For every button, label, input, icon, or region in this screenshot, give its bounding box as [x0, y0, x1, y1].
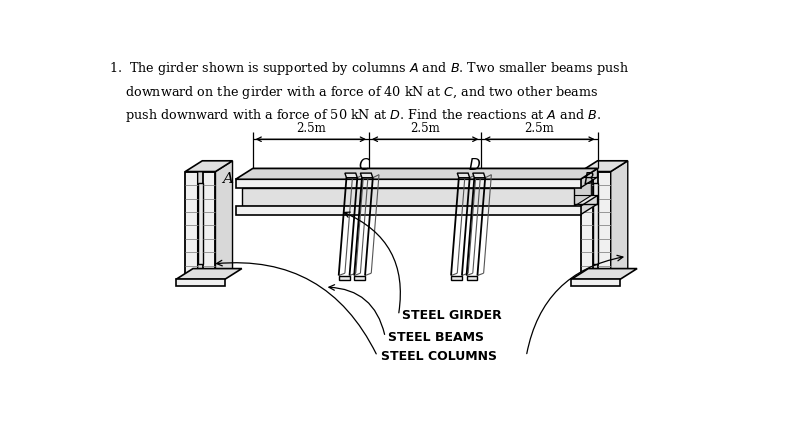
Polygon shape	[236, 179, 581, 188]
Polygon shape	[198, 183, 203, 264]
Polygon shape	[581, 172, 593, 280]
Polygon shape	[581, 161, 628, 172]
Text: 1.  The girder shown is supported by columns $A$ and $B$. Two smaller beams push: 1. The girder shown is supported by colu…	[110, 60, 629, 124]
Polygon shape	[473, 173, 485, 178]
Polygon shape	[236, 206, 581, 215]
Text: $B$: $B$	[583, 171, 594, 187]
Polygon shape	[253, 195, 598, 204]
Text: STEEL COLUMNS: STEEL COLUMNS	[381, 350, 497, 363]
Polygon shape	[354, 276, 365, 280]
Polygon shape	[338, 276, 350, 280]
Polygon shape	[236, 168, 598, 179]
Polygon shape	[361, 173, 373, 178]
Polygon shape	[610, 161, 628, 280]
Text: STEEL GIRDER: STEEL GIRDER	[402, 309, 502, 322]
Polygon shape	[458, 173, 470, 178]
Polygon shape	[186, 161, 233, 172]
Polygon shape	[186, 172, 198, 280]
Polygon shape	[242, 188, 574, 206]
Polygon shape	[345, 173, 358, 178]
Polygon shape	[581, 168, 598, 188]
Polygon shape	[593, 183, 598, 264]
Polygon shape	[176, 280, 225, 285]
Polygon shape	[574, 177, 591, 206]
Polygon shape	[176, 269, 242, 280]
Polygon shape	[571, 269, 637, 280]
Text: A: A	[222, 172, 233, 186]
Text: 2.5m: 2.5m	[525, 122, 554, 135]
Polygon shape	[215, 161, 233, 280]
Polygon shape	[451, 276, 462, 280]
Polygon shape	[198, 161, 214, 280]
Text: 2.5m: 2.5m	[410, 122, 440, 135]
Text: $D$: $D$	[468, 157, 481, 173]
Polygon shape	[466, 276, 478, 280]
Text: STEEL BEAMS: STEEL BEAMS	[388, 331, 484, 344]
Polygon shape	[203, 172, 215, 280]
Polygon shape	[571, 280, 620, 285]
Text: 2.5m: 2.5m	[296, 122, 326, 135]
Polygon shape	[581, 195, 598, 215]
Text: $C$: $C$	[358, 157, 370, 173]
Polygon shape	[598, 172, 610, 280]
Polygon shape	[593, 161, 610, 280]
